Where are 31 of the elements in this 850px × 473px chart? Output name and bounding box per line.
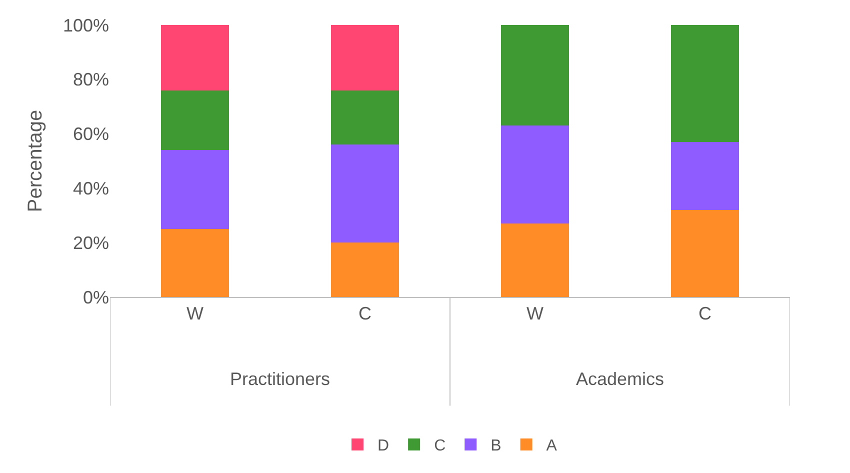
bar: [331, 90, 399, 145]
bar: [161, 229, 229, 297]
bar: [501, 126, 569, 224]
bar: [501, 25, 569, 126]
legend-label: A: [546, 438, 558, 455]
bar: [671, 25, 739, 142]
legend-label: B: [490, 438, 502, 455]
x-tick-label: W: [186, 304, 204, 324]
x-tick-label: W: [526, 304, 544, 324]
bar: [501, 224, 569, 297]
y-tick-label: 80%: [72, 70, 109, 90]
y-axis-title: Percentage: [24, 110, 46, 212]
y-tick-label: 40%: [72, 178, 109, 198]
bar: [331, 144, 399, 243]
bar: [331, 242, 399, 297]
x-tick-label: C: [698, 304, 712, 324]
text: Practitioners: [230, 369, 330, 389]
y-tick-label: 20%: [72, 232, 109, 253]
bar: [161, 25, 229, 90]
bar: [161, 150, 229, 229]
bar: [161, 90, 229, 150]
bar: [331, 25, 399, 90]
bar: [671, 142, 739, 210]
bar: [671, 210, 739, 297]
text: Academics: [576, 369, 664, 389]
x-tick-label: C: [358, 304, 372, 324]
y-tick-label: 60%: [72, 124, 109, 144]
y-tick-label: 100%: [62, 15, 109, 36]
y-tick-label: 0%: [82, 287, 109, 308]
legend-label: D: [378, 438, 390, 455]
legend-label: C: [434, 438, 446, 455]
